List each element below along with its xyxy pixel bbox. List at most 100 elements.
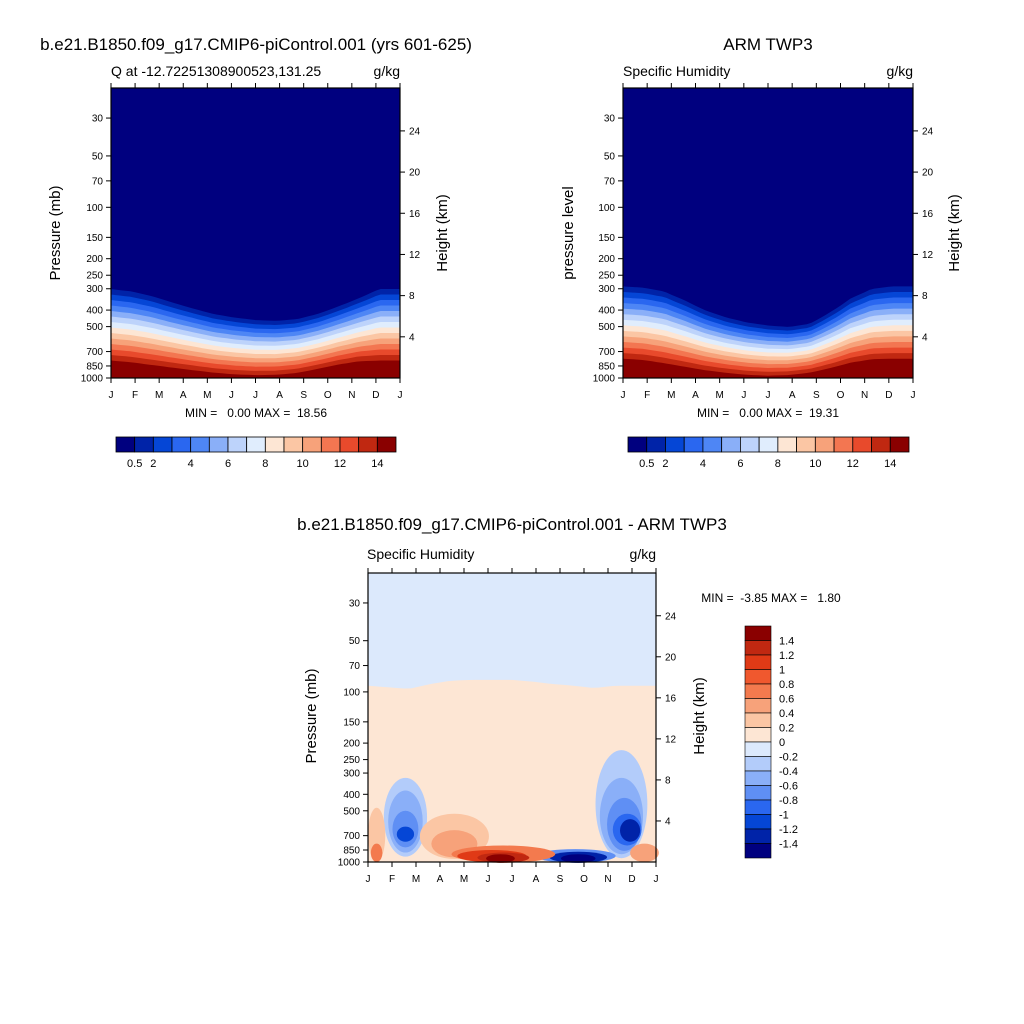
obs-stat-text: MIN = 0.00 MAX = 19.31 bbox=[697, 406, 839, 420]
x-tick-label: J bbox=[654, 874, 659, 885]
pos-anomaly bbox=[370, 843, 383, 863]
x-tick-label: O bbox=[580, 874, 588, 885]
obs-ylabel: pressure level bbox=[560, 186, 577, 279]
x-tick-label: A bbox=[533, 874, 540, 885]
colorbar-swatch bbox=[171, 436, 192, 453]
y-tick-label: 500 bbox=[343, 806, 360, 817]
colorbar-label: 1 bbox=[779, 665, 785, 677]
height-tick-label: 16 bbox=[409, 209, 421, 220]
y-tick-label: 300 bbox=[86, 284, 103, 295]
height-tick-label: 20 bbox=[922, 168, 934, 179]
colorbar-label: 1.4 bbox=[779, 636, 794, 648]
y-tick-label: 300 bbox=[343, 769, 360, 780]
model-ylabel: Pressure (mb) bbox=[47, 185, 64, 280]
obs-subtitle-right: g/kg bbox=[887, 63, 913, 79]
height-tick-label: 4 bbox=[665, 816, 671, 827]
colorbar-label: 0.2 bbox=[779, 723, 794, 735]
colorbar-swatch bbox=[744, 843, 772, 859]
height-tick-label: 4 bbox=[409, 332, 415, 343]
colorbar-label: 12 bbox=[334, 458, 346, 470]
x-tick-label: J bbox=[766, 390, 771, 401]
y-tick-label: 700 bbox=[598, 347, 615, 358]
x-tick-label: A bbox=[180, 390, 187, 401]
panel-obs: J F M A M J J A S O N D J 30 50 70 100 150 200 250 300 400 500… bbox=[593, 83, 934, 470]
colorbar-swatch bbox=[283, 436, 304, 453]
x-tick-label: F bbox=[389, 874, 395, 885]
y-tick-label: 30 bbox=[92, 114, 104, 125]
colorbar-swatch bbox=[646, 436, 666, 453]
colorbar-swatch bbox=[814, 436, 835, 453]
colorbar-swatch bbox=[358, 436, 378, 453]
height-tick-label: 16 bbox=[665, 693, 677, 704]
y-tick-label: 200 bbox=[598, 254, 615, 265]
x-tick-label: J bbox=[510, 874, 515, 885]
y-tick-label: 150 bbox=[86, 233, 103, 244]
colorbar-swatch bbox=[227, 436, 248, 453]
colorbar-swatch bbox=[339, 436, 360, 453]
y-tick-label: 30 bbox=[604, 114, 616, 125]
colorbar-swatch bbox=[246, 436, 266, 453]
colorbar-swatch bbox=[744, 683, 772, 699]
colorbar-label: 8 bbox=[262, 458, 268, 470]
colorbar-label: -0.2 bbox=[779, 752, 798, 764]
y-tick-label: 500 bbox=[86, 322, 103, 333]
y-tick-label: 850 bbox=[86, 361, 103, 372]
colorbar-label: 0.8 bbox=[779, 679, 794, 691]
y-tick-label: 100 bbox=[343, 687, 360, 698]
y-tick-label: 1000 bbox=[338, 858, 361, 869]
x-tick-label: J bbox=[911, 390, 916, 401]
humidity-band-14 bbox=[623, 358, 913, 378]
colorbar-swatch bbox=[152, 436, 173, 453]
colorbar-swatch bbox=[721, 436, 741, 453]
x-tick-label: N bbox=[604, 874, 611, 885]
colorbar-swatch bbox=[871, 436, 891, 453]
obs-panel-title: ARM TWP3 bbox=[723, 35, 812, 54]
colorbar-swatch bbox=[744, 799, 772, 815]
colorbar-label: -1.4 bbox=[779, 839, 798, 851]
colorbar-label: 14 bbox=[371, 458, 383, 470]
colorbar-swatch bbox=[264, 436, 285, 453]
x-tick-label: D bbox=[372, 390, 379, 401]
colorbar-label: 10 bbox=[809, 458, 821, 470]
colorbar-swatch bbox=[796, 436, 816, 453]
colorbar-swatch bbox=[744, 640, 772, 656]
colorbar-label: -0.4 bbox=[779, 766, 798, 778]
x-tick-label: J bbox=[253, 390, 258, 401]
y-tick-label: 700 bbox=[86, 347, 103, 358]
colorbar-swatch bbox=[683, 436, 704, 453]
colorbar-swatch bbox=[665, 436, 685, 453]
y-tick-label: 1000 bbox=[593, 374, 616, 385]
colorbar-swatch bbox=[740, 436, 760, 453]
model-stat-text: MIN = 0.00 MAX = 18.56 bbox=[185, 406, 327, 420]
colorbar-swatch bbox=[777, 436, 797, 453]
colorbar-label: 0.6 bbox=[779, 694, 794, 706]
model-ylabel-right: Height (km) bbox=[434, 194, 451, 272]
colorbar-swatch bbox=[744, 625, 772, 641]
y-tick-label: 50 bbox=[604, 151, 616, 162]
x-tick-label: A bbox=[437, 874, 444, 885]
height-tick-label: 24 bbox=[665, 611, 677, 622]
diff-ylabel: Pressure (mb) bbox=[303, 668, 320, 763]
colorbar-swatch bbox=[376, 436, 397, 453]
colorbar-label: 10 bbox=[297, 458, 309, 470]
model-panel-title: b.e21.B1850.f09_g17.CMIP6-piControl.001 … bbox=[40, 35, 472, 54]
height-tick-label: 24 bbox=[922, 126, 934, 137]
colorbar-label: -1.2 bbox=[779, 824, 798, 836]
colorbar-swatch bbox=[744, 756, 772, 772]
x-tick-label: N bbox=[348, 390, 355, 401]
neg-anomaly bbox=[560, 854, 596, 863]
y-tick-label: 250 bbox=[598, 271, 615, 282]
x-tick-label: J bbox=[486, 874, 491, 885]
diff-panel-title: b.e21.B1850.f09_g17.CMIP6-piControl.001 … bbox=[297, 515, 727, 534]
height-tick-label: 8 bbox=[922, 291, 928, 302]
colorbar-label: -0.6 bbox=[779, 781, 798, 793]
x-tick-label: J bbox=[741, 390, 746, 401]
x-tick-label: D bbox=[885, 390, 892, 401]
x-tick-label: M bbox=[155, 390, 163, 401]
height-tick-label: 16 bbox=[922, 209, 934, 220]
y-tick-label: 850 bbox=[343, 845, 360, 856]
x-tick-label: F bbox=[644, 390, 650, 401]
y-tick-label: 400 bbox=[343, 790, 360, 801]
x-tick-label: A bbox=[789, 390, 796, 401]
